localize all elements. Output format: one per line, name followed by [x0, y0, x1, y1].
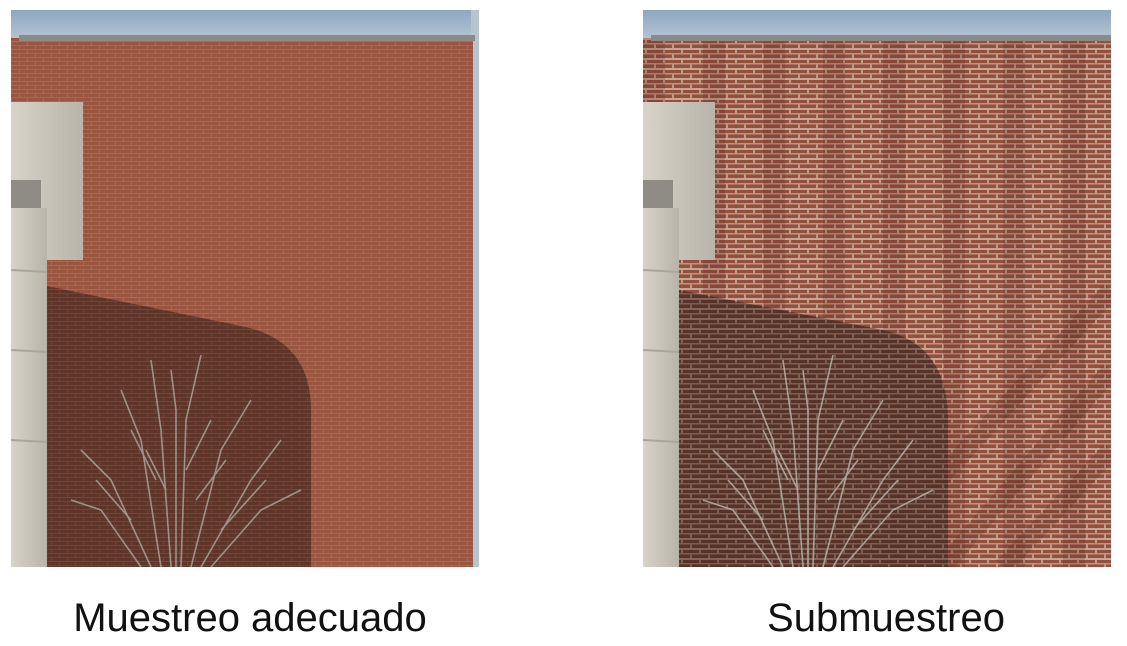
bare-shrub — [702, 354, 934, 567]
photo-adequate-sampling — [11, 10, 479, 567]
caption-undersampling: Submuestreo — [767, 596, 1005, 640]
concrete-pillar — [11, 208, 47, 567]
overhang-shadow — [643, 180, 673, 210]
caption-adequate-sampling: Muestreo adecuado — [73, 596, 427, 640]
sky-edge — [471, 10, 479, 567]
concrete-pillar — [643, 208, 679, 567]
roof-cap — [19, 35, 475, 41]
shadow — [47, 286, 311, 567]
brick-building-photo — [11, 10, 479, 567]
overhang-shadow — [11, 180, 41, 210]
roof-cap — [651, 35, 1111, 41]
bare-shrub — [70, 354, 302, 567]
brick-building-photo-aliased — [643, 10, 1111, 567]
photo-undersampling — [643, 10, 1111, 567]
shadow — [679, 290, 948, 567]
